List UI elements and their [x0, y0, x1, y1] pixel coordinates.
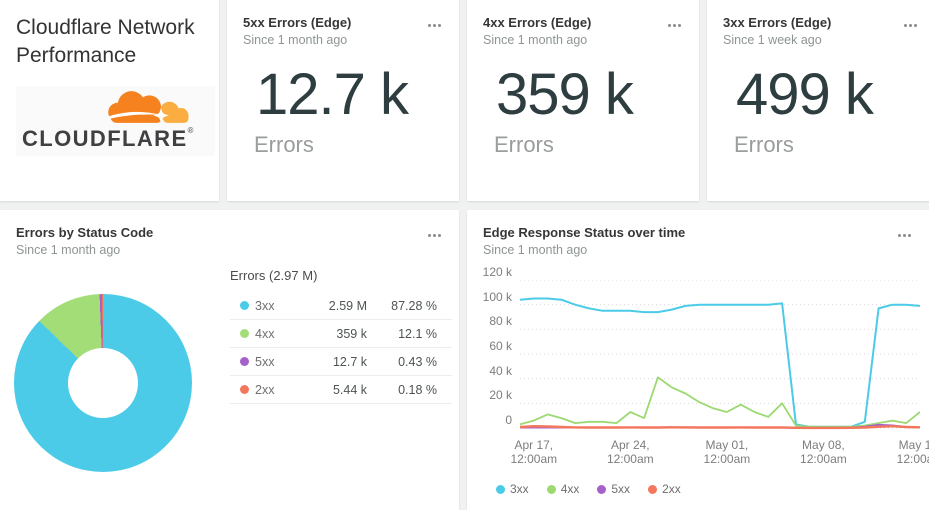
pie-legend-table: Errors (2.97 M) 3xx 2.59 M 87.28 % 4xx 359 k… — [230, 268, 452, 404]
y-tick-label: 0 — [505, 413, 512, 427]
pie-legend-rows: 3xx 2.59 M 87.28 % 4xx 359 k 12.1 % 5xx 12.7 k 0… — [230, 292, 452, 404]
y-tick-label: 120 k — [482, 265, 512, 279]
y-tick-label: 80 k — [489, 314, 512, 329]
cloudflare-wordmark: CLOUDFLARE® — [22, 126, 194, 151]
card-subtitle: Since 1 month ago — [243, 33, 348, 47]
legend-item-4xx[interactable]: 4xx — [546, 482, 580, 496]
cloudflare-logo: CLOUDFLARE® — [16, 86, 215, 156]
pie-legend-row-2xx[interactable]: 2xx 5.44 k 0.18 % — [230, 376, 452, 404]
billboard-value: 12.7 k — [256, 62, 409, 127]
dashboard-title: Cloudflare Network Performance — [16, 14, 203, 70]
legend-item-5xx[interactable]: 5xx — [597, 482, 630, 496]
pie-row-percent: 0.18 % — [398, 382, 437, 397]
pie-legend-header: Errors (2.97 M) — [230, 268, 318, 283]
legend-item-2xx[interactable]: 2xx — [648, 482, 681, 496]
legend-label: 3xx — [510, 482, 529, 496]
pie-row-percent: 12.1 % — [398, 326, 437, 341]
legend-item-3xx[interactable]: 3xx — [496, 482, 529, 496]
y-tick-label: 20 k — [489, 388, 512, 403]
cloudflare-cloud-icon — [108, 91, 189, 124]
pie-row-value: 359 k — [336, 326, 367, 341]
card-title: 5xx Errors (Edge) — [243, 15, 352, 30]
legend-label: 2xx — [662, 482, 681, 496]
series-color-dot-icon — [496, 484, 505, 494]
donut-chart — [14, 294, 192, 472]
line-series-4xx — [520, 376, 920, 428]
menu-icon[interactable] — [426, 22, 443, 29]
billboard-unit: Errors — [494, 132, 554, 157]
line-chart-card: Edge Response Status over time Since 1 m… — [467, 210, 929, 510]
pie-row-percent: 87.28 % — [391, 298, 437, 313]
card-subtitle: Since 1 month ago — [483, 243, 588, 257]
card-subtitle: Since 1 week ago — [723, 33, 822, 47]
y-axis-labels: 0 20 k 40 k 60 k 80 k 100 k 120 k — [467, 265, 513, 440]
line-series-3xx — [520, 297, 920, 428]
y-tick-label: 60 k — [489, 339, 512, 353]
x-tick-label: May 01, 12:00am — [703, 438, 751, 466]
x-tick-label: Apr 17, 12:00am — [510, 438, 558, 466]
dashboard-title-line2: Performance — [16, 44, 137, 67]
billboard-value: 359 k — [496, 62, 634, 127]
markdown-widget: Cloudflare Network Performance CLOUDFL — [0, 0, 219, 201]
x-tick-label: May 08, 12:00am — [800, 438, 847, 466]
y-tick-label: 40 k — [489, 363, 512, 378]
billboard-unit: Errors — [734, 132, 794, 157]
menu-icon[interactable] — [896, 232, 913, 239]
card-title: 4xx Errors (Edge) — [483, 15, 592, 30]
pie-row-label: 2xx — [255, 382, 275, 397]
pie-legend-row-4xx[interactable]: 4xx 359 k 12.1 % — [230, 320, 452, 348]
x-tick-label: Apr 24, 12:00am — [606, 438, 654, 466]
pie-row-label: 3xx — [255, 298, 275, 313]
billboard-3xx-errors: 3xx Errors (Edge) Since 1 week ago 499 k… — [707, 0, 929, 201]
billboard-5xx-errors: 5xx Errors (Edge) Since 1 month ago 12.7… — [227, 0, 459, 201]
line-chart-plot — [520, 280, 920, 430]
pie-chart-card: Errors by Status Code Since 1 month ago … — [0, 210, 459, 510]
y-tick-label: 100 k — [482, 289, 512, 304]
legend-label: 4xx — [560, 482, 580, 496]
pie-row-value: 5.44 k — [332, 382, 367, 397]
menu-icon[interactable] — [902, 22, 919, 29]
legend-label: 5xx — [611, 482, 631, 496]
card-title: Edge Response Status over time — [483, 225, 686, 240]
pie-row-percent: 0.43 % — [398, 354, 437, 369]
x-axis-labels: Apr 17, 12:00am Apr 24, 12:00am May 01, 12:00… — [510, 438, 929, 468]
menu-icon[interactable] — [666, 22, 683, 29]
pie-legend-row-3xx[interactable]: 3xx 2.59 M 87.28 % — [230, 292, 452, 320]
series-color-dot-icon — [546, 484, 556, 494]
series-color-dot-icon — [240, 385, 249, 394]
pie-row-label: 5xx — [255, 354, 275, 369]
pie-row-label: 4xx — [255, 326, 275, 341]
series-color-dot-icon — [240, 301, 249, 310]
billboard-value: 499 k — [736, 62, 874, 127]
card-title: 3xx Errors (Edge) — [723, 15, 832, 30]
card-subtitle: Since 1 month ago — [16, 243, 121, 257]
donut-hole — [68, 348, 138, 418]
billboard-unit: Errors — [254, 132, 314, 157]
card-title: Errors by Status Code — [16, 225, 154, 240]
card-subtitle: Since 1 month ago — [483, 33, 588, 47]
pie-legend-row-5xx[interactable]: 5xx 12.7 k 0.43 % — [230, 348, 452, 376]
series-color-dot-icon — [648, 484, 658, 494]
pie-row-value: 2.59 M — [328, 298, 367, 313]
dashboard-title-line1: Cloudflare Network — [16, 16, 195, 39]
billboard-4xx-errors: 4xx Errors (Edge) Since 1 month ago 359 … — [467, 0, 699, 201]
chart-legend: 3xx 4xx 5xx 2xx — [496, 482, 681, 496]
menu-icon[interactable] — [426, 232, 443, 239]
series-color-dot-icon — [240, 329, 249, 338]
series-color-dot-icon — [597, 484, 607, 494]
line-series-2xx — [520, 424, 920, 430]
series-color-dot-icon — [240, 357, 249, 366]
pie-row-value: 12.7 k — [332, 354, 367, 369]
x-tick-label: May 15,12:00am — [896, 438, 929, 466]
